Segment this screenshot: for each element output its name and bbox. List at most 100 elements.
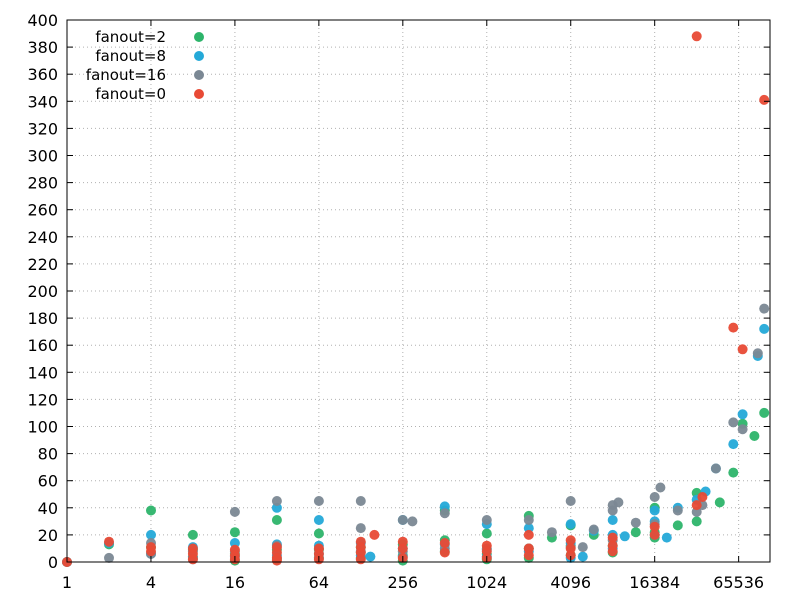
data-point xyxy=(397,543,408,554)
data-point xyxy=(187,529,198,540)
data-point xyxy=(630,527,641,538)
data-point xyxy=(728,417,739,428)
data-point xyxy=(565,519,576,530)
legend-label: fanout=0 xyxy=(95,85,166,103)
data-point xyxy=(737,409,748,420)
data-point xyxy=(523,550,534,561)
legend-marker xyxy=(194,51,204,61)
y-tick-label: 40 xyxy=(38,499,58,518)
data-point xyxy=(546,527,557,538)
data-point xyxy=(365,551,376,562)
data-point xyxy=(759,407,770,418)
data-point xyxy=(697,492,708,502)
legend-marker xyxy=(194,70,204,80)
data-point xyxy=(691,31,702,42)
data-point xyxy=(737,424,748,435)
data-point xyxy=(355,554,366,565)
y-tick-label: 0 xyxy=(48,553,58,572)
legend-label: fanout=16 xyxy=(86,66,166,84)
data-point xyxy=(661,532,672,543)
data-point xyxy=(613,497,624,508)
y-tick-label: 180 xyxy=(27,309,58,328)
data-point xyxy=(649,529,660,540)
y-tick-label: 160 xyxy=(27,336,58,355)
data-point xyxy=(759,94,770,105)
data-point xyxy=(577,542,588,553)
data-point xyxy=(271,515,282,525)
legend-marker xyxy=(194,89,204,99)
data-point xyxy=(271,555,282,566)
data-point xyxy=(607,546,618,557)
y-tick-label: 120 xyxy=(27,390,58,409)
data-point xyxy=(691,516,702,527)
data-point xyxy=(313,496,324,506)
data-point xyxy=(672,520,683,531)
x-tick-label: 1 xyxy=(62,573,72,592)
data-point xyxy=(728,467,739,478)
data-point xyxy=(607,515,618,525)
y-tick-label: 340 xyxy=(27,92,58,111)
data-point xyxy=(607,532,618,543)
data-point xyxy=(759,303,770,314)
data-point xyxy=(439,538,450,548)
legend-marker xyxy=(194,32,204,42)
data-point xyxy=(229,527,240,538)
x-tick-label: 1024 xyxy=(466,573,507,592)
data-point xyxy=(749,431,760,441)
y-tick-label: 20 xyxy=(38,526,58,545)
data-point xyxy=(146,505,156,516)
y-tick-label: 240 xyxy=(27,228,58,247)
data-point xyxy=(271,496,282,506)
data-point xyxy=(313,515,324,525)
data-point xyxy=(649,492,660,502)
data-point xyxy=(710,463,721,474)
y-tick-label: 280 xyxy=(27,174,58,193)
data-point xyxy=(104,552,114,563)
y-tick-label: 80 xyxy=(38,445,58,464)
data-point xyxy=(759,323,770,334)
data-point xyxy=(649,505,660,516)
y-tick-label: 200 xyxy=(27,282,58,301)
x-tick-label: 4 xyxy=(146,573,156,592)
x-tick-label: 256 xyxy=(388,573,419,592)
data-point xyxy=(146,529,156,540)
data-point xyxy=(523,529,534,540)
y-tick-label: 260 xyxy=(27,201,58,220)
legend-label: fanout=8 xyxy=(95,47,166,65)
data-point xyxy=(146,546,156,557)
data-point xyxy=(439,508,450,519)
data-point xyxy=(728,322,739,333)
y-tick-label: 60 xyxy=(38,472,58,491)
data-point xyxy=(737,344,748,355)
x-tick-label: 64 xyxy=(309,573,329,592)
data-point xyxy=(481,528,492,539)
data-point xyxy=(565,550,576,561)
data-point xyxy=(752,348,763,359)
data-point xyxy=(229,506,240,517)
x-tick-label: 16384 xyxy=(629,573,680,592)
data-point xyxy=(355,496,366,506)
data-point xyxy=(439,547,450,558)
data-point xyxy=(630,517,641,528)
data-point xyxy=(565,496,576,506)
data-point xyxy=(649,521,660,532)
y-tick-label: 140 xyxy=(27,363,58,382)
y-tick-label: 400 xyxy=(27,11,58,30)
data-points xyxy=(62,31,770,567)
data-point xyxy=(481,515,492,525)
x-tick-label: 4096 xyxy=(550,573,591,592)
y-tick-label: 300 xyxy=(27,147,58,166)
y-tick-label: 100 xyxy=(27,418,58,437)
data-point xyxy=(691,500,702,511)
data-point xyxy=(577,551,588,562)
data-point xyxy=(369,529,380,540)
data-point xyxy=(728,439,739,450)
data-point xyxy=(714,497,725,508)
data-point xyxy=(187,554,198,565)
data-point xyxy=(588,524,599,535)
y-tick-label: 360 xyxy=(27,65,58,84)
legend-label: fanout=2 xyxy=(95,28,166,46)
